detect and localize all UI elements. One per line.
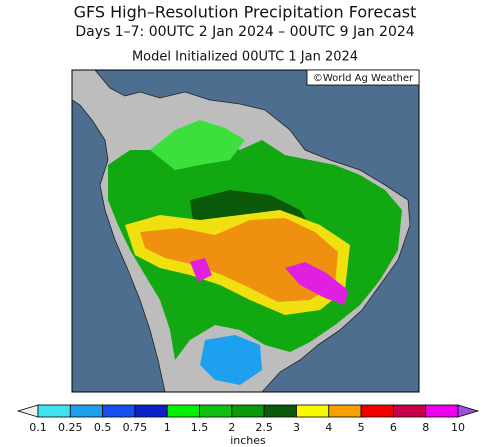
model-line: Model Initialized 00UTC 1 Jan 2024 (132, 50, 358, 65)
colorbar-tick-label: 4 (325, 421, 332, 434)
credit: ©World Ag Weather (313, 73, 414, 84)
colorbar-segment (134, 404, 168, 418)
colorbar-tick-label: 1 (164, 421, 171, 434)
colorbar-segment (231, 404, 265, 418)
colorbar-tick-label: 0.25 (58, 421, 83, 434)
precip-lightgreen (150, 120, 245, 170)
colorbar-segment (166, 404, 200, 418)
colorbar-segment (199, 404, 233, 418)
colorbar-tick-label: 0.75 (123, 421, 148, 434)
subtitle: Days 1–7: 00UTC 2 Jan 2024 – 00UTC 9 Jan… (75, 24, 414, 40)
precip-blue (200, 335, 262, 385)
colorbar-tick-label: 8 (422, 421, 429, 434)
map-frame (71, 69, 420, 393)
colorbar-tick-label: 10 (451, 421, 465, 434)
precip-magenta (190, 258, 212, 282)
colorbar-segment (37, 404, 71, 418)
colorbar-under-arrow (16, 404, 39, 418)
colorbar-segment (360, 404, 394, 418)
colorbar-segment (425, 404, 459, 418)
colorbar-over-arrow (457, 404, 480, 418)
title: GFS High–Resolution Precipitation Foreca… (74, 3, 417, 22)
colorbar-tick-label: 2.5 (255, 421, 273, 434)
colorbar-segment (392, 404, 427, 418)
colorbar-tick-label: 6 (390, 421, 397, 434)
colorbar-segment (102, 404, 136, 418)
colorbar-segment (69, 404, 104, 418)
colorbar-unit: inches (230, 434, 266, 447)
colorbar-tick-label: 0.1 (29, 421, 47, 434)
colorbar-tick-label: 2 (228, 421, 235, 434)
colorbar-tick-label: 0.5 (94, 421, 112, 434)
colorbar-tick-label: 5 (358, 421, 365, 434)
colorbar-tick-label: 3 (293, 421, 300, 434)
colorbar-segment (296, 404, 330, 418)
credit-box (306, 69, 420, 86)
colorbar-segment (328, 404, 362, 418)
colorbar-tick-label: 1.5 (191, 421, 209, 434)
colorbar: 0.1 0.25 0.5 0.75 1 1.5 2 2.5 3 4 5 6 8 10 inches (16, 404, 480, 447)
precip-magenta (285, 262, 348, 305)
map: ©World Ag Weather (71, 69, 420, 393)
colorbar-segment (263, 404, 297, 418)
precip-orange (140, 218, 338, 302)
